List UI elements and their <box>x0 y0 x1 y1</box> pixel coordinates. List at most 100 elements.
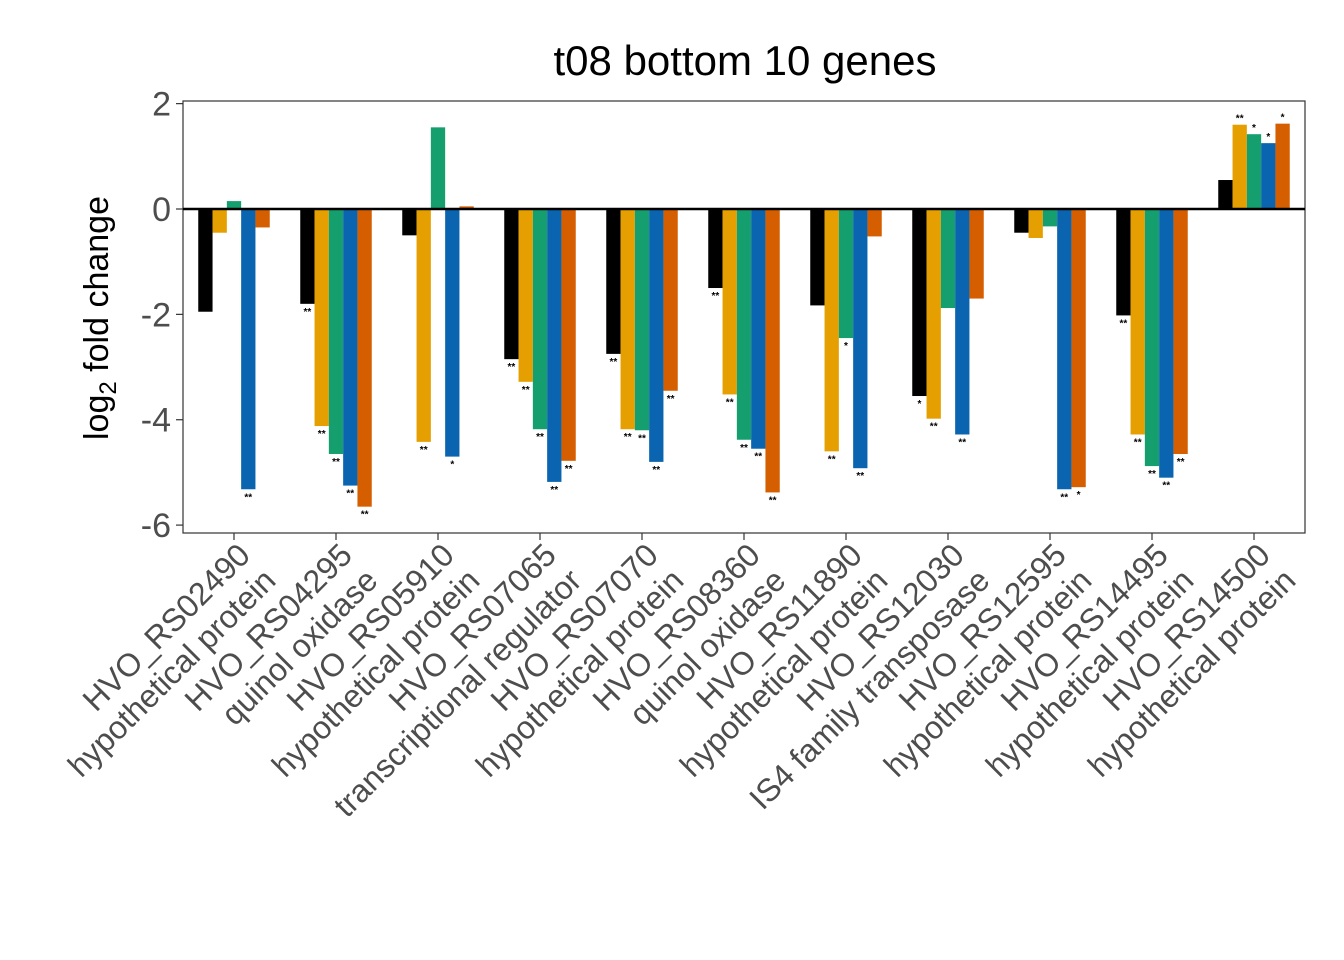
bar-HVO_RS08360-s2 <box>722 209 737 395</box>
significance-label: ** <box>610 357 618 368</box>
bar-HVO_RS05910-s4 <box>445 209 460 457</box>
significance-label: * <box>844 341 848 352</box>
significance-label: ** <box>244 492 252 503</box>
significance-label: ** <box>958 437 966 448</box>
significance-label: ** <box>565 464 573 475</box>
bar-HVO_RS14500-s1 <box>1218 180 1233 209</box>
bar-HVO_RS14495-s2 <box>1130 209 1145 435</box>
bar-HVO_RS07070-s3 <box>634 209 650 431</box>
bar-HVO_RS02490-s5 <box>255 209 270 228</box>
significance-label: ** <box>740 443 748 454</box>
bar-HVO_RS07070-s5 <box>663 209 678 391</box>
bar-HVO_RS08360-s5 <box>765 209 780 493</box>
significance-label: ** <box>930 422 938 433</box>
bar-HVO_RS12030-s2 <box>926 209 941 419</box>
bar-HVO_RS12030-s4 <box>955 209 970 435</box>
significance-label: ** <box>1134 437 1142 448</box>
significance-label: ** <box>652 465 660 476</box>
y-axis-label-sub: 2 <box>95 381 122 394</box>
bar-HVO_RS14495-s3 <box>1144 209 1160 467</box>
significance-label: ** <box>1236 114 1244 125</box>
significance-label: ** <box>536 432 544 443</box>
bar-HVO_RS07065-s5 <box>561 209 576 461</box>
significance-label: ** <box>346 489 354 500</box>
bar-HVO_RS04295-s3 <box>328 209 344 454</box>
bar-HVO_RS12595-s4 <box>1057 209 1072 490</box>
bar-HVO_RS02490-s2 <box>212 209 227 233</box>
bar-HVO_RS07070-s4 <box>649 209 664 462</box>
significance-label: ** <box>828 454 836 465</box>
significance-label: ** <box>712 291 720 302</box>
bar-HVO_RS11890-s5 <box>867 209 882 237</box>
bar-HVO_RS12030-s1 <box>912 209 927 397</box>
bar-HVO_RS14500-s5 <box>1275 123 1290 209</box>
y-tick-label: -4 <box>141 402 171 440</box>
bar-HVO_RS07065-s1 <box>504 209 519 360</box>
bar-HVO_RS02490-s4 <box>241 209 256 490</box>
significance-label: ** <box>726 397 734 408</box>
bar-HVO_RS12030-s3 <box>940 209 956 309</box>
bar-HVO_RS04295-s1 <box>300 209 315 304</box>
bar-HVO_RS12595-s1 <box>1014 209 1029 233</box>
bar-HVO_RS08360-s4 <box>751 209 766 449</box>
y-axis-label-main: log <box>78 395 116 440</box>
y-tick-label: 2 <box>152 86 171 124</box>
bar-HVO_RS11890-s4 <box>853 209 868 469</box>
y-axis-label: log2 fold change <box>78 196 122 440</box>
significance-label: ** <box>318 429 326 440</box>
significance-label: ** <box>624 432 632 443</box>
bar-HVO_RS14495-s1 <box>1116 209 1131 316</box>
chart-title: t08 bottom 10 genes <box>554 37 937 84</box>
significance-label: ** <box>361 510 369 521</box>
bar-HVO_RS11890-s3 <box>838 209 854 339</box>
significance-label: ** <box>508 362 516 373</box>
bar-HVO_RS07070-s2 <box>620 209 635 430</box>
significance-label: ** <box>856 471 864 482</box>
significance-label: ** <box>1120 318 1128 329</box>
significance-label: ** <box>1177 457 1185 468</box>
significance-label: * <box>1266 132 1270 143</box>
significance-label: ** <box>667 394 675 405</box>
bar-HVO_RS07065-s4 <box>547 209 562 482</box>
significance-label: ** <box>522 385 530 396</box>
significance-label: ** <box>332 457 340 468</box>
bar-HVO_RS07070-s1 <box>606 209 621 354</box>
significance-label: ** <box>754 452 762 463</box>
significance-label: ** <box>1060 492 1068 503</box>
significance-label: ** <box>638 433 646 444</box>
plot-area: **** ***************************** *******… <box>61 86 1306 824</box>
bar-HVO_RS14500-s4 <box>1261 143 1276 209</box>
bar-HVO_RS12595-s2 <box>1028 209 1043 238</box>
significance-label: ** <box>769 495 777 506</box>
bar-HVO_RS05910-s3 <box>430 127 446 209</box>
y-tick-label: -2 <box>141 296 171 334</box>
bar-HVO_RS08360-s1 <box>708 209 723 289</box>
significance-label: ** <box>1148 469 1156 480</box>
bar-HVO_RS02490-s1 <box>198 209 213 312</box>
significance-label: ** <box>1162 481 1170 492</box>
bar-HVO_RS11890-s2 <box>824 209 839 452</box>
bar-HVO_RS14500-s2 <box>1232 124 1247 209</box>
y-tick-label: 0 <box>152 191 171 229</box>
bar-HVO_RS12595-s5 <box>1071 209 1086 488</box>
bar-HVO_RS04295-s5 <box>357 209 372 507</box>
bar-HVO_RS07065-s2 <box>518 209 533 382</box>
y-axis-label-rest: fold change <box>78 196 116 381</box>
significance-label: ** <box>304 307 312 318</box>
significance-label: ** <box>420 445 428 456</box>
bar-HVO_RS05910-s5 <box>459 206 474 209</box>
significance-label: * <box>1281 113 1285 124</box>
bar-HVO_RS05910-s2 <box>416 209 431 442</box>
bar-HVO_RS12030-s5 <box>969 209 984 299</box>
bar-HVO_RS14495-s4 <box>1159 209 1174 478</box>
significance-label: * <box>1252 123 1256 134</box>
bar-HVO_RS14500-s3 <box>1246 134 1262 209</box>
bar-HVO_RS04295-s4 <box>343 209 358 486</box>
bar-HVO_RS14495-s5 <box>1173 209 1188 454</box>
bar-HVO_RS02490-s3 <box>226 201 242 209</box>
bar-HVO_RS04295-s2 <box>314 209 329 427</box>
significance-label: * <box>450 460 454 471</box>
bar-HVO_RS05910-s1 <box>402 209 417 236</box>
bar-HVO_RS11890-s1 <box>810 209 825 306</box>
